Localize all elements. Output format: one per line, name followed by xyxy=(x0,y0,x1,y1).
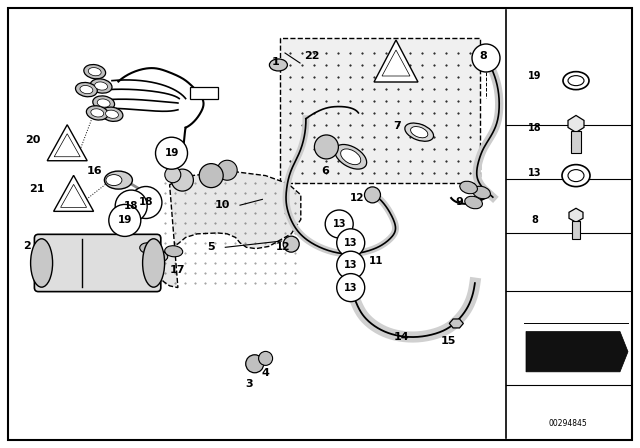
Ellipse shape xyxy=(97,99,110,107)
Text: 4: 4 xyxy=(262,368,269,378)
Ellipse shape xyxy=(150,251,168,262)
Polygon shape xyxy=(449,319,463,328)
Text: 16: 16 xyxy=(87,166,102,176)
Ellipse shape xyxy=(465,196,483,209)
Ellipse shape xyxy=(76,82,97,97)
Circle shape xyxy=(217,160,237,180)
Polygon shape xyxy=(568,116,584,133)
Ellipse shape xyxy=(104,171,132,189)
Text: 12: 12 xyxy=(276,242,290,252)
Text: 3: 3 xyxy=(246,379,253,389)
Ellipse shape xyxy=(164,246,182,257)
Ellipse shape xyxy=(460,181,477,194)
Text: 9: 9 xyxy=(456,198,463,207)
Ellipse shape xyxy=(91,109,104,117)
Ellipse shape xyxy=(411,126,428,138)
Text: 8: 8 xyxy=(479,51,487,61)
Circle shape xyxy=(156,137,188,169)
Circle shape xyxy=(259,351,273,366)
Text: 8: 8 xyxy=(532,215,538,224)
Ellipse shape xyxy=(405,123,433,141)
Ellipse shape xyxy=(106,175,122,185)
Ellipse shape xyxy=(88,68,101,76)
Ellipse shape xyxy=(335,145,367,169)
Polygon shape xyxy=(526,332,628,372)
Text: 1: 1 xyxy=(271,57,279,67)
Text: 19: 19 xyxy=(528,71,542,81)
Text: 12: 12 xyxy=(350,193,364,203)
Text: 21: 21 xyxy=(29,184,45,194)
Text: 2: 2 xyxy=(23,241,31,250)
Circle shape xyxy=(337,274,365,302)
Ellipse shape xyxy=(90,79,112,93)
Text: 19: 19 xyxy=(118,215,132,225)
Ellipse shape xyxy=(84,65,106,79)
Text: 18: 18 xyxy=(124,201,138,211)
Text: 14: 14 xyxy=(394,332,410,342)
Ellipse shape xyxy=(563,72,589,90)
Text: 18: 18 xyxy=(139,198,153,207)
FancyBboxPatch shape xyxy=(8,8,632,440)
Circle shape xyxy=(246,355,264,373)
Ellipse shape xyxy=(95,82,108,90)
Ellipse shape xyxy=(80,86,93,94)
Text: 6: 6 xyxy=(321,166,329,176)
Circle shape xyxy=(337,251,365,279)
Ellipse shape xyxy=(568,170,584,181)
Ellipse shape xyxy=(93,96,115,110)
Text: 00294845: 00294845 xyxy=(549,419,588,428)
Ellipse shape xyxy=(143,239,164,287)
Ellipse shape xyxy=(269,59,287,71)
FancyBboxPatch shape xyxy=(35,234,161,292)
Circle shape xyxy=(365,187,380,203)
Circle shape xyxy=(337,229,365,257)
Ellipse shape xyxy=(340,149,361,165)
Polygon shape xyxy=(569,208,583,222)
Text: 17: 17 xyxy=(170,265,186,275)
Ellipse shape xyxy=(101,107,123,121)
FancyBboxPatch shape xyxy=(572,221,580,239)
Polygon shape xyxy=(54,175,93,211)
Text: 13: 13 xyxy=(344,238,358,248)
Polygon shape xyxy=(47,125,87,161)
Ellipse shape xyxy=(473,186,490,199)
Text: 20: 20 xyxy=(26,135,41,145)
Text: 22: 22 xyxy=(305,51,320,61)
FancyBboxPatch shape xyxy=(189,87,218,99)
Ellipse shape xyxy=(562,164,590,187)
Ellipse shape xyxy=(86,106,108,120)
Circle shape xyxy=(283,236,300,252)
Ellipse shape xyxy=(106,110,118,118)
Text: 13: 13 xyxy=(332,219,346,229)
Circle shape xyxy=(172,169,193,191)
Text: 10: 10 xyxy=(215,200,230,210)
Ellipse shape xyxy=(568,76,584,86)
Polygon shape xyxy=(374,40,418,82)
Circle shape xyxy=(115,190,147,222)
Text: 11: 11 xyxy=(369,256,383,266)
Text: 19: 19 xyxy=(164,148,179,158)
Circle shape xyxy=(199,164,223,188)
Text: 5: 5 xyxy=(207,242,215,252)
FancyBboxPatch shape xyxy=(571,131,581,153)
Circle shape xyxy=(109,204,141,237)
Polygon shape xyxy=(159,171,301,288)
Text: 13: 13 xyxy=(344,283,358,293)
Circle shape xyxy=(130,186,162,219)
Text: 18: 18 xyxy=(528,123,542,133)
Ellipse shape xyxy=(31,239,52,287)
Circle shape xyxy=(165,167,181,183)
Circle shape xyxy=(472,44,500,72)
FancyBboxPatch shape xyxy=(280,38,480,183)
Text: 13: 13 xyxy=(344,260,358,270)
Circle shape xyxy=(314,135,339,159)
Text: 7: 7 xyxy=(393,121,401,131)
Circle shape xyxy=(325,210,353,238)
Ellipse shape xyxy=(140,243,157,254)
Text: 15: 15 xyxy=(440,336,456,346)
Text: 13: 13 xyxy=(528,168,542,178)
